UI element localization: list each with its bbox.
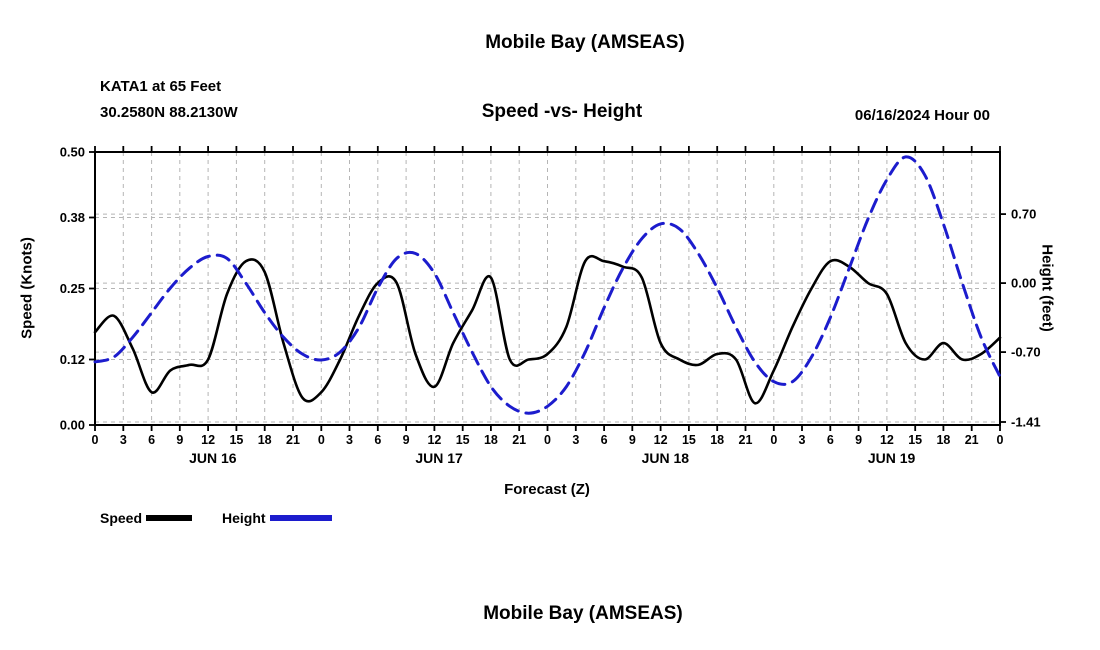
x-tick-label: 9: [403, 433, 410, 447]
x-tick-label: 6: [374, 433, 381, 447]
right-axis-tick-label: -1.41: [1011, 415, 1041, 430]
x-tick-label: 15: [229, 433, 243, 447]
x-tick-label: 18: [936, 433, 950, 447]
chart-title-bottom: Mobile Bay (AMSEAS): [483, 603, 683, 624]
left-axis-tick-label: 0.00: [60, 418, 85, 433]
x-tick-label: 0: [997, 433, 1004, 447]
legend: Speed Height: [100, 510, 362, 526]
x-tick-label: 3: [120, 433, 127, 447]
x-tick-label: 15: [682, 433, 696, 447]
station-label: KATA1 at 65 Feet: [100, 78, 222, 95]
x-tick-label: 12: [880, 433, 894, 447]
x-tick-label: 21: [512, 433, 526, 447]
legend-height-label: Height: [222, 510, 266, 526]
x-tick-label: 6: [601, 433, 608, 447]
x-tick-label: 0: [92, 433, 99, 447]
x-tick-label: 9: [176, 433, 183, 447]
left-axis-tick-label: 0.12: [60, 352, 85, 367]
x-tick-label: 18: [484, 433, 498, 447]
x-tick-label: 18: [258, 433, 272, 447]
day-label: JUN 18: [642, 450, 690, 466]
x-tick-label: 9: [855, 433, 862, 447]
x-tick-label: 3: [572, 433, 579, 447]
left-axis-tick-label: 0.38: [60, 210, 85, 225]
x-tick-label: 12: [201, 433, 215, 447]
chart-subtitle: Speed -vs- Height: [481, 101, 643, 122]
chart-title-top: Mobile Bay (AMSEAS): [485, 32, 685, 53]
x-tick-label: 12: [427, 433, 441, 447]
x-tick-label: 6: [827, 433, 834, 447]
x-tick-label: 3: [346, 433, 353, 447]
right-axis-tick-label: 0.70: [1011, 207, 1036, 222]
legend-speed-label: Speed: [100, 510, 143, 526]
x-tick-label: 15: [908, 433, 922, 447]
x-tick-label: 21: [286, 433, 300, 447]
forecast-datetime: 06/16/2024 Hour 00: [854, 107, 990, 124]
right-axis-tick-label: -0.70: [1011, 345, 1041, 360]
left-axis-tick-label: 0.50: [60, 145, 85, 160]
x-tick-label: 3: [799, 433, 806, 447]
day-label: JUN 17: [415, 450, 463, 466]
x-tick-label: 18: [710, 433, 724, 447]
height-line: [93, 155, 1002, 415]
x-tick-label: 12: [654, 433, 668, 447]
right-axis-tick-label: 0.00: [1011, 276, 1036, 291]
x-tick-label: 0: [318, 433, 325, 447]
x-tick-label: 6: [148, 433, 155, 447]
legend-height-swatch: [269, 515, 332, 521]
x-tick-label: 15: [456, 433, 470, 447]
station-coordinates: 30.2580N 88.2130W: [100, 104, 238, 121]
left-axis-tick-label: 0.25: [60, 281, 85, 296]
x-axis-title: Forecast (Z): [504, 481, 590, 498]
x-tick-label: 0: [770, 433, 777, 447]
x-tick-label: 21: [965, 433, 979, 447]
day-label: JUN 16: [189, 450, 237, 466]
x-tick-label: 0: [544, 433, 551, 447]
x-tick-label: 9: [629, 433, 636, 447]
left-axis-title: Speed (Knots): [18, 237, 36, 339]
legend-speed-swatch: [146, 515, 193, 521]
x-tick-label: 21: [739, 433, 753, 447]
day-label: JUN 19: [868, 450, 916, 466]
right-axis-title: Height (feet): [1038, 244, 1056, 332]
